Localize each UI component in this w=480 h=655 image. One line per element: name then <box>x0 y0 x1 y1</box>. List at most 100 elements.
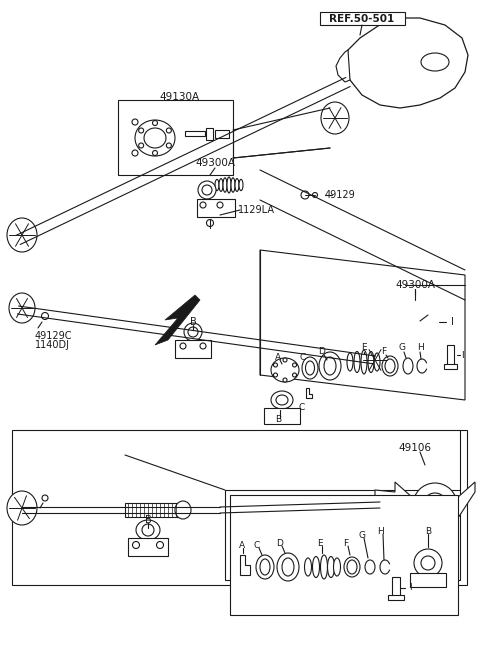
Ellipse shape <box>235 179 239 191</box>
Ellipse shape <box>305 361 314 375</box>
Ellipse shape <box>7 218 37 252</box>
Ellipse shape <box>277 553 299 581</box>
Circle shape <box>312 193 317 198</box>
Ellipse shape <box>361 344 389 376</box>
Bar <box>392 577 400 599</box>
Text: REF.50-501: REF.50-501 <box>329 14 395 24</box>
Bar <box>175 340 211 358</box>
Text: I: I <box>408 582 411 591</box>
Circle shape <box>274 373 277 377</box>
Ellipse shape <box>365 560 375 574</box>
Ellipse shape <box>276 395 288 405</box>
Bar <box>429 329 443 334</box>
Ellipse shape <box>136 520 160 540</box>
Polygon shape <box>306 388 312 398</box>
Bar <box>206 128 213 140</box>
Circle shape <box>139 128 144 133</box>
Ellipse shape <box>260 559 270 575</box>
Ellipse shape <box>7 491 37 525</box>
Ellipse shape <box>354 352 360 373</box>
Circle shape <box>167 143 171 148</box>
Ellipse shape <box>256 555 274 579</box>
Bar <box>215 130 229 138</box>
Ellipse shape <box>385 359 395 373</box>
Circle shape <box>153 121 157 126</box>
Circle shape <box>292 363 297 367</box>
Ellipse shape <box>135 120 175 156</box>
Text: B: B <box>190 317 196 327</box>
Text: G: G <box>398 343 406 352</box>
Text: B: B <box>144 515 151 525</box>
Polygon shape <box>336 50 350 82</box>
Ellipse shape <box>227 177 231 193</box>
Circle shape <box>292 373 297 377</box>
Text: D: D <box>319 348 325 356</box>
Text: G: G <box>359 531 365 540</box>
Ellipse shape <box>223 178 227 192</box>
Ellipse shape <box>327 557 335 578</box>
Text: E: E <box>317 538 323 548</box>
Circle shape <box>132 150 138 156</box>
Text: F: F <box>343 538 348 548</box>
Circle shape <box>132 119 138 125</box>
Ellipse shape <box>215 179 219 191</box>
Ellipse shape <box>344 557 360 577</box>
Ellipse shape <box>271 391 293 409</box>
Ellipse shape <box>368 352 374 373</box>
Circle shape <box>283 378 287 382</box>
Bar <box>388 595 404 600</box>
Ellipse shape <box>304 558 312 576</box>
Bar <box>447 345 454 367</box>
Ellipse shape <box>312 557 320 578</box>
Ellipse shape <box>374 353 380 371</box>
Bar <box>118 100 233 175</box>
Polygon shape <box>260 250 465 400</box>
Ellipse shape <box>361 350 367 374</box>
Text: B: B <box>275 415 281 424</box>
Ellipse shape <box>219 179 223 191</box>
Circle shape <box>301 191 309 199</box>
Text: B: B <box>425 527 431 536</box>
Bar <box>410 573 446 587</box>
Circle shape <box>132 542 140 548</box>
Text: 1140DJ: 1140DJ <box>35 340 70 350</box>
Ellipse shape <box>382 356 398 376</box>
Ellipse shape <box>184 323 202 341</box>
Circle shape <box>283 358 287 362</box>
Ellipse shape <box>414 549 442 577</box>
Circle shape <box>200 202 206 208</box>
Circle shape <box>200 343 206 349</box>
Ellipse shape <box>271 358 299 382</box>
Text: D: D <box>276 538 283 548</box>
Ellipse shape <box>413 483 457 527</box>
Bar <box>128 538 168 556</box>
Ellipse shape <box>239 179 243 191</box>
Bar <box>125 503 180 517</box>
Text: C: C <box>299 403 305 413</box>
Text: 49129: 49129 <box>324 190 355 200</box>
Ellipse shape <box>175 501 191 519</box>
Text: F: F <box>382 348 386 356</box>
Text: H: H <box>417 343 423 352</box>
Ellipse shape <box>282 558 294 576</box>
Bar <box>444 364 457 369</box>
Text: H: H <box>377 527 384 536</box>
Ellipse shape <box>421 556 435 570</box>
Ellipse shape <box>347 353 353 371</box>
Ellipse shape <box>321 102 349 134</box>
Circle shape <box>153 151 157 155</box>
Ellipse shape <box>302 357 318 379</box>
Bar <box>432 312 439 332</box>
Ellipse shape <box>198 181 216 199</box>
Bar <box>320 12 405 25</box>
Ellipse shape <box>202 185 212 195</box>
Text: C: C <box>300 354 306 362</box>
Polygon shape <box>375 482 413 518</box>
Text: A: A <box>275 354 281 362</box>
Circle shape <box>139 143 144 148</box>
Ellipse shape <box>231 178 235 192</box>
Text: I: I <box>461 350 463 360</box>
Polygon shape <box>155 295 200 345</box>
Text: 49300A: 49300A <box>395 280 435 290</box>
Text: 49300A: 49300A <box>195 158 235 168</box>
